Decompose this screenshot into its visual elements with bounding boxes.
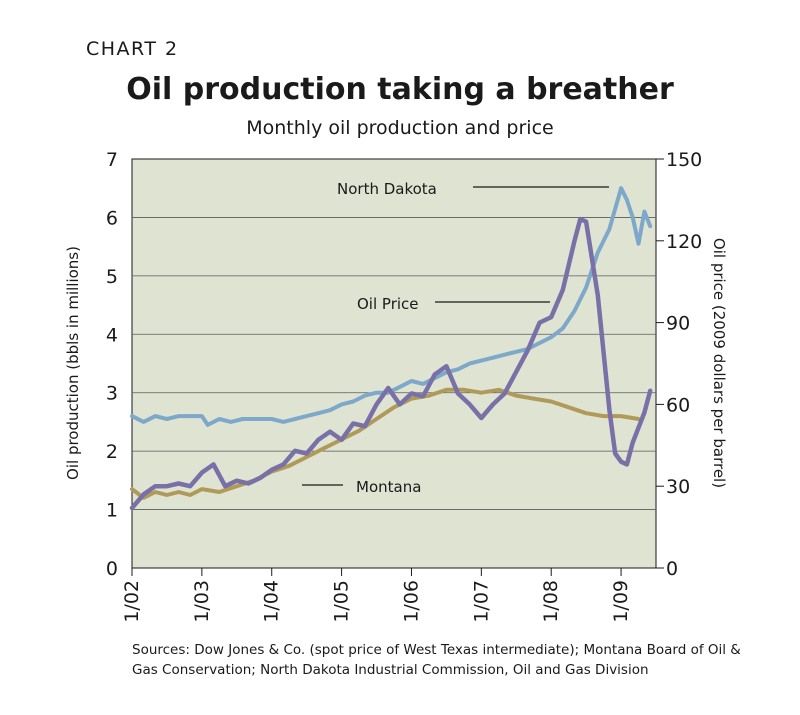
series-line-north-dakota (130, 186, 653, 427)
left-axis-ticks: 0 1 2 3 4 5 6 7 (106, 149, 118, 580)
x-tick-label: 1/02 (121, 580, 143, 623)
y-tick-label: 6 (106, 207, 118, 229)
y2-tick-label: 60 (666, 394, 690, 416)
x-tick-label: 1/04 (261, 580, 283, 623)
x-tick-label: 1/03 (191, 580, 213, 623)
y2-axis-label: Oil price (2009 dollars per barrel) (710, 238, 728, 488)
y2-tick-label: 0 (666, 558, 678, 580)
y2-tick-label: 120 (666, 231, 702, 253)
chart-title: Oil production taking a breather (126, 72, 674, 107)
y-tick-label: 2 (106, 441, 118, 463)
x-tick-label: 1/09 (610, 580, 632, 623)
y2-tick-label: 30 (666, 476, 690, 498)
chart-number-label: CHART 2 (86, 38, 179, 60)
y2-tick-label: 90 (666, 313, 690, 335)
y-tick-label: 7 (106, 149, 118, 171)
y-tick-label: 1 (106, 500, 118, 522)
series-line-oil-price (129, 216, 653, 511)
x-tick-label: 1/08 (540, 580, 562, 623)
right-axis-ticks: 0 30 60 90 120 150 (656, 149, 702, 580)
y-tick-label: 3 (106, 383, 118, 405)
series-annotations: North Dakota Oil Price Montana (302, 180, 609, 496)
annotation-label: Montana (356, 478, 421, 496)
x-tick-label: 1/07 (470, 580, 492, 623)
annotation-label: North Dakota (337, 180, 437, 198)
series-lines (129, 186, 653, 511)
y-tick-label: 4 (106, 324, 118, 346)
x-tick-label: 1/05 (331, 580, 353, 623)
source-note: Sources: Dow Jones & Co. (spot price of … (132, 642, 741, 678)
y-tick-label: 5 (106, 266, 118, 288)
y-tick-label: 0 (106, 558, 118, 580)
annotation-label: Oil Price (357, 295, 419, 313)
y-axis-label: Oil production (bbls in millions) (64, 246, 82, 480)
chart-subtitle: Monthly oil production and price (246, 117, 554, 139)
y2-tick-label: 150 (666, 149, 702, 171)
plot-area (131, 158, 657, 569)
x-tick-label: 1/06 (400, 580, 422, 623)
x-axis-ticks: 1/02 1/03 1/04 1/05 1/06 1/07 1/08 1/09 (121, 568, 632, 623)
